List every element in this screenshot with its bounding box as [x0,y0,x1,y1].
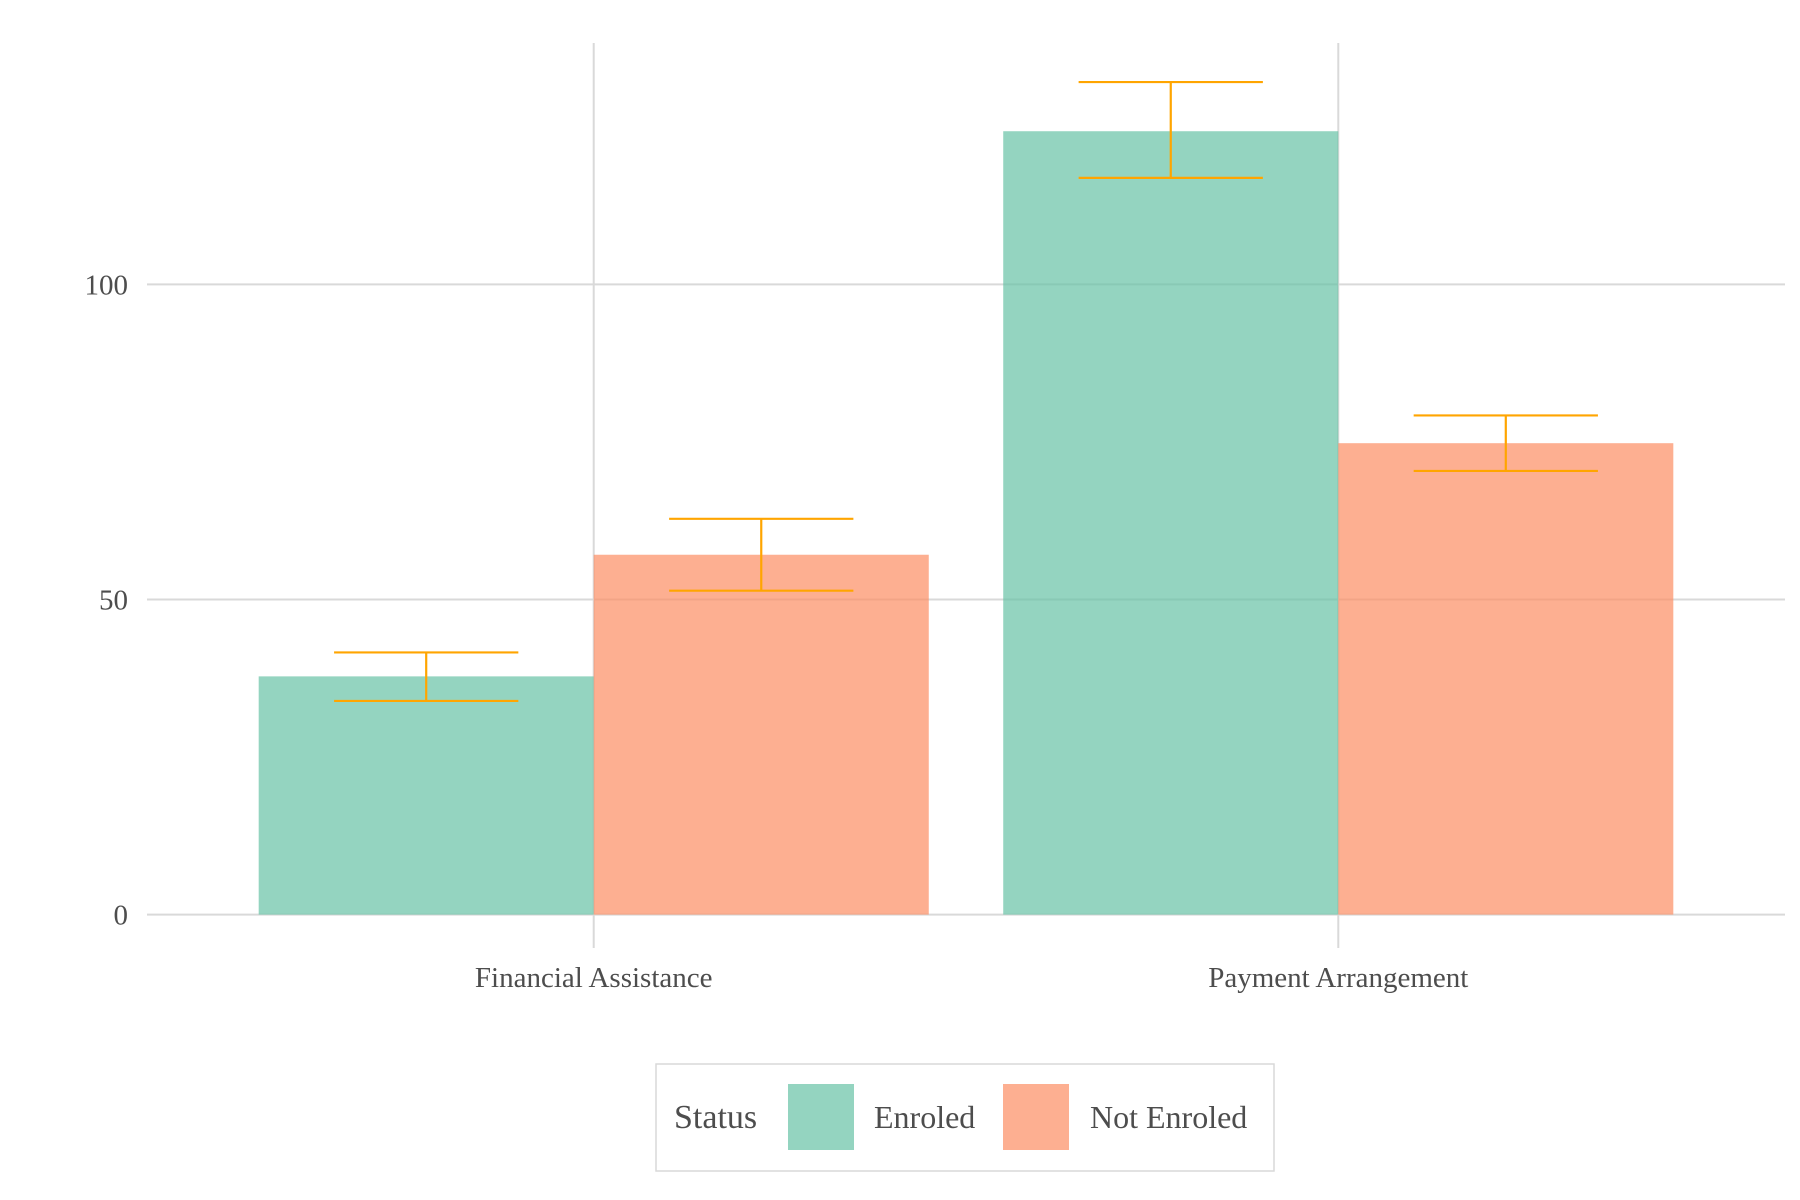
bars [258,131,1674,915]
legend-label-enroled: Enroled [874,1099,975,1135]
error-bars [334,80,1598,703]
axes: 0 50 100 Financial Assistance Payment Arrang… [85,269,1469,994]
y-tick-label: 0 [114,900,129,932]
x-tick-label: Financial Assistance [475,962,713,994]
legend: Status Enroled Not Enroled [655,1063,1275,1172]
legend-label-not-enroled: Not Enroled [1090,1099,1247,1135]
legend-box [655,1063,1275,1172]
bar-not-enroled [1338,443,1674,915]
legend-title: Status [674,1099,757,1136]
y-tick-label: 50 [99,584,128,616]
bar-not-enroled [593,554,929,915]
bar-enroled [258,676,594,915]
y-tick-label: 100 [85,269,129,301]
x-tick-label: Payment Arrangement [1208,962,1468,994]
bar-enroled [1003,131,1339,915]
legend-swatch-enroled [788,1084,854,1150]
legend-swatch-not-enroled [1003,1084,1069,1150]
